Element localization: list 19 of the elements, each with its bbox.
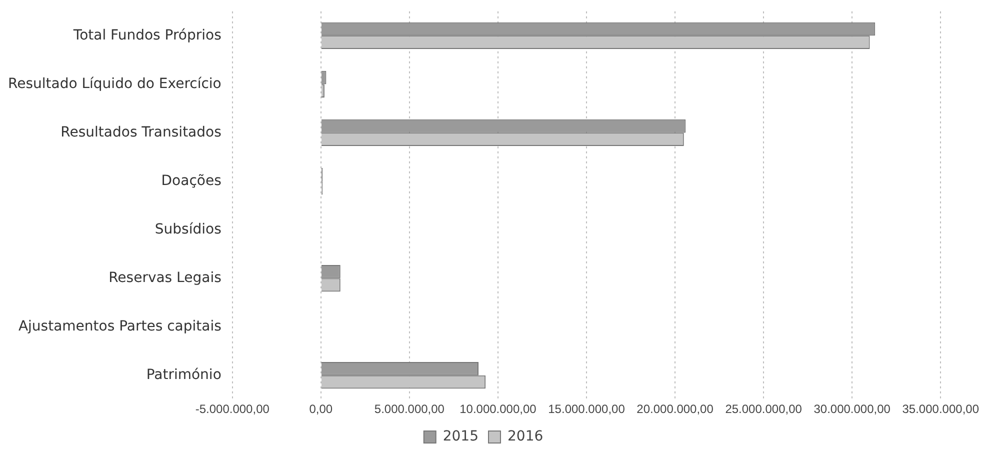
x-tick-label: 25.000.000,00 — [725, 402, 802, 416]
legend-label: 2016 — [508, 428, 544, 445]
legend-label: 2015 — [442, 428, 479, 445]
x-tick-label: 20.000.000,00 — [636, 402, 714, 416]
y-tick-label: Resultados Transitados — [60, 124, 222, 140]
y-tick-label: Subsídios — [154, 221, 222, 238]
x-tick-label: 30.000.000,00 — [814, 402, 891, 416]
x-tick-label: 10.000.000,00 — [460, 402, 537, 416]
x-tick-label: 15.000.000,00 — [548, 402, 626, 416]
x-tick-label: 35.000.000,00 — [902, 402, 980, 416]
y-tick-label: Total Fundos Próprios — [72, 27, 222, 44]
x-tick-label: -5.000.000,00 — [195, 402, 270, 416]
y-tick-label: Doações — [161, 172, 222, 189]
x-tick-label: 0,00 — [309, 402, 333, 416]
y-tick-label: Património — [146, 366, 222, 383]
y-tick-label: Ajustamentos Partes capitais — [18, 318, 222, 334]
y-tick-label: Reservas Legais — [108, 270, 222, 286]
x-tick-label: 5.000.000,00 — [374, 402, 445, 416]
y-tick-label: Resultado Líquido do Exercício — [8, 76, 222, 92]
